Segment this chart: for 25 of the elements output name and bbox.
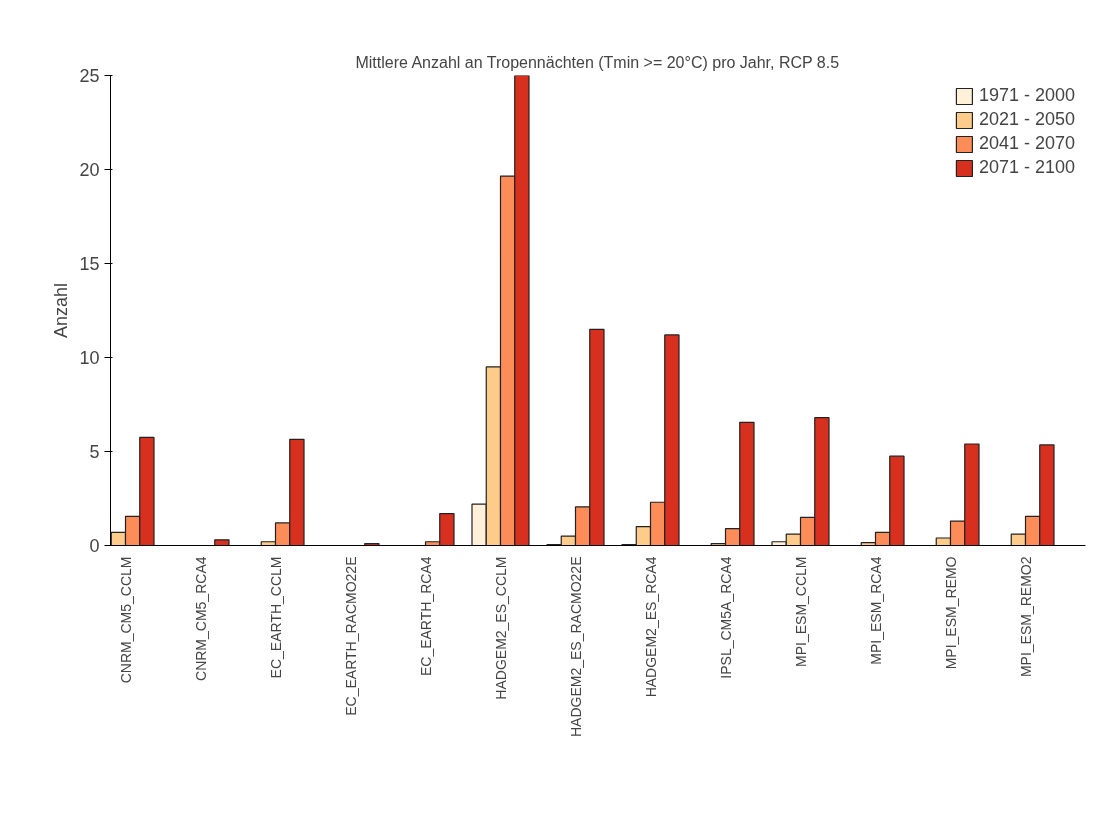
y-axis-title: Anzahl (51, 282, 72, 339)
x-tick-label: IPSL_CM5A_RCA4 (717, 556, 734, 679)
x-tick-label: EC_EARTH_RACMO22E (342, 556, 359, 716)
x-tick-label: CNRM_CM5_CCLM (117, 556, 134, 684)
y-tick-label: 15 (79, 254, 100, 274)
legend-label: 2071 - 2100 (978, 157, 1075, 178)
legend-label: 2021 - 2050 (978, 109, 1075, 130)
x-tick-label: EC_EARTH_RCA4 (417, 556, 434, 677)
legend-label: 2041 - 2070 (978, 133, 1075, 154)
chart-title: Mittlere Anzahl an Tropennächten (Tmin >= 20°C) pro Jahr, RCP 8.5 (355, 53, 840, 71)
x-tick-label: MPI_ESM_REMO2 (1017, 556, 1034, 678)
x-tick-label: HADGEM2_ES_RACMO22E (567, 556, 584, 737)
x-tick-label: MPI_ESM_RCA4 (867, 556, 884, 665)
y-tick-label: 10 (79, 348, 100, 368)
x-tick-label: MPI_ESM_REMO (942, 556, 959, 670)
x-tick-label: HADGEM2_ES_CCLM (492, 556, 509, 700)
x-tick-label: CNRM_CM5_RCA4 (192, 556, 209, 681)
x-tick-label: HADGEM2_ES_RCA4 (642, 556, 659, 698)
legend-label: 1971 - 2000 (978, 85, 1075, 106)
y-tick-label: 5 (89, 442, 100, 462)
x-tick-label: EC_EARTH_CCLM (267, 556, 284, 679)
y-tick-label: 25 (79, 66, 100, 86)
x-tick-label: MPI_ESM_CCLM (792, 556, 809, 667)
y-tick-label: 20 (79, 160, 100, 180)
y-tick-label: 0 (89, 536, 100, 556)
